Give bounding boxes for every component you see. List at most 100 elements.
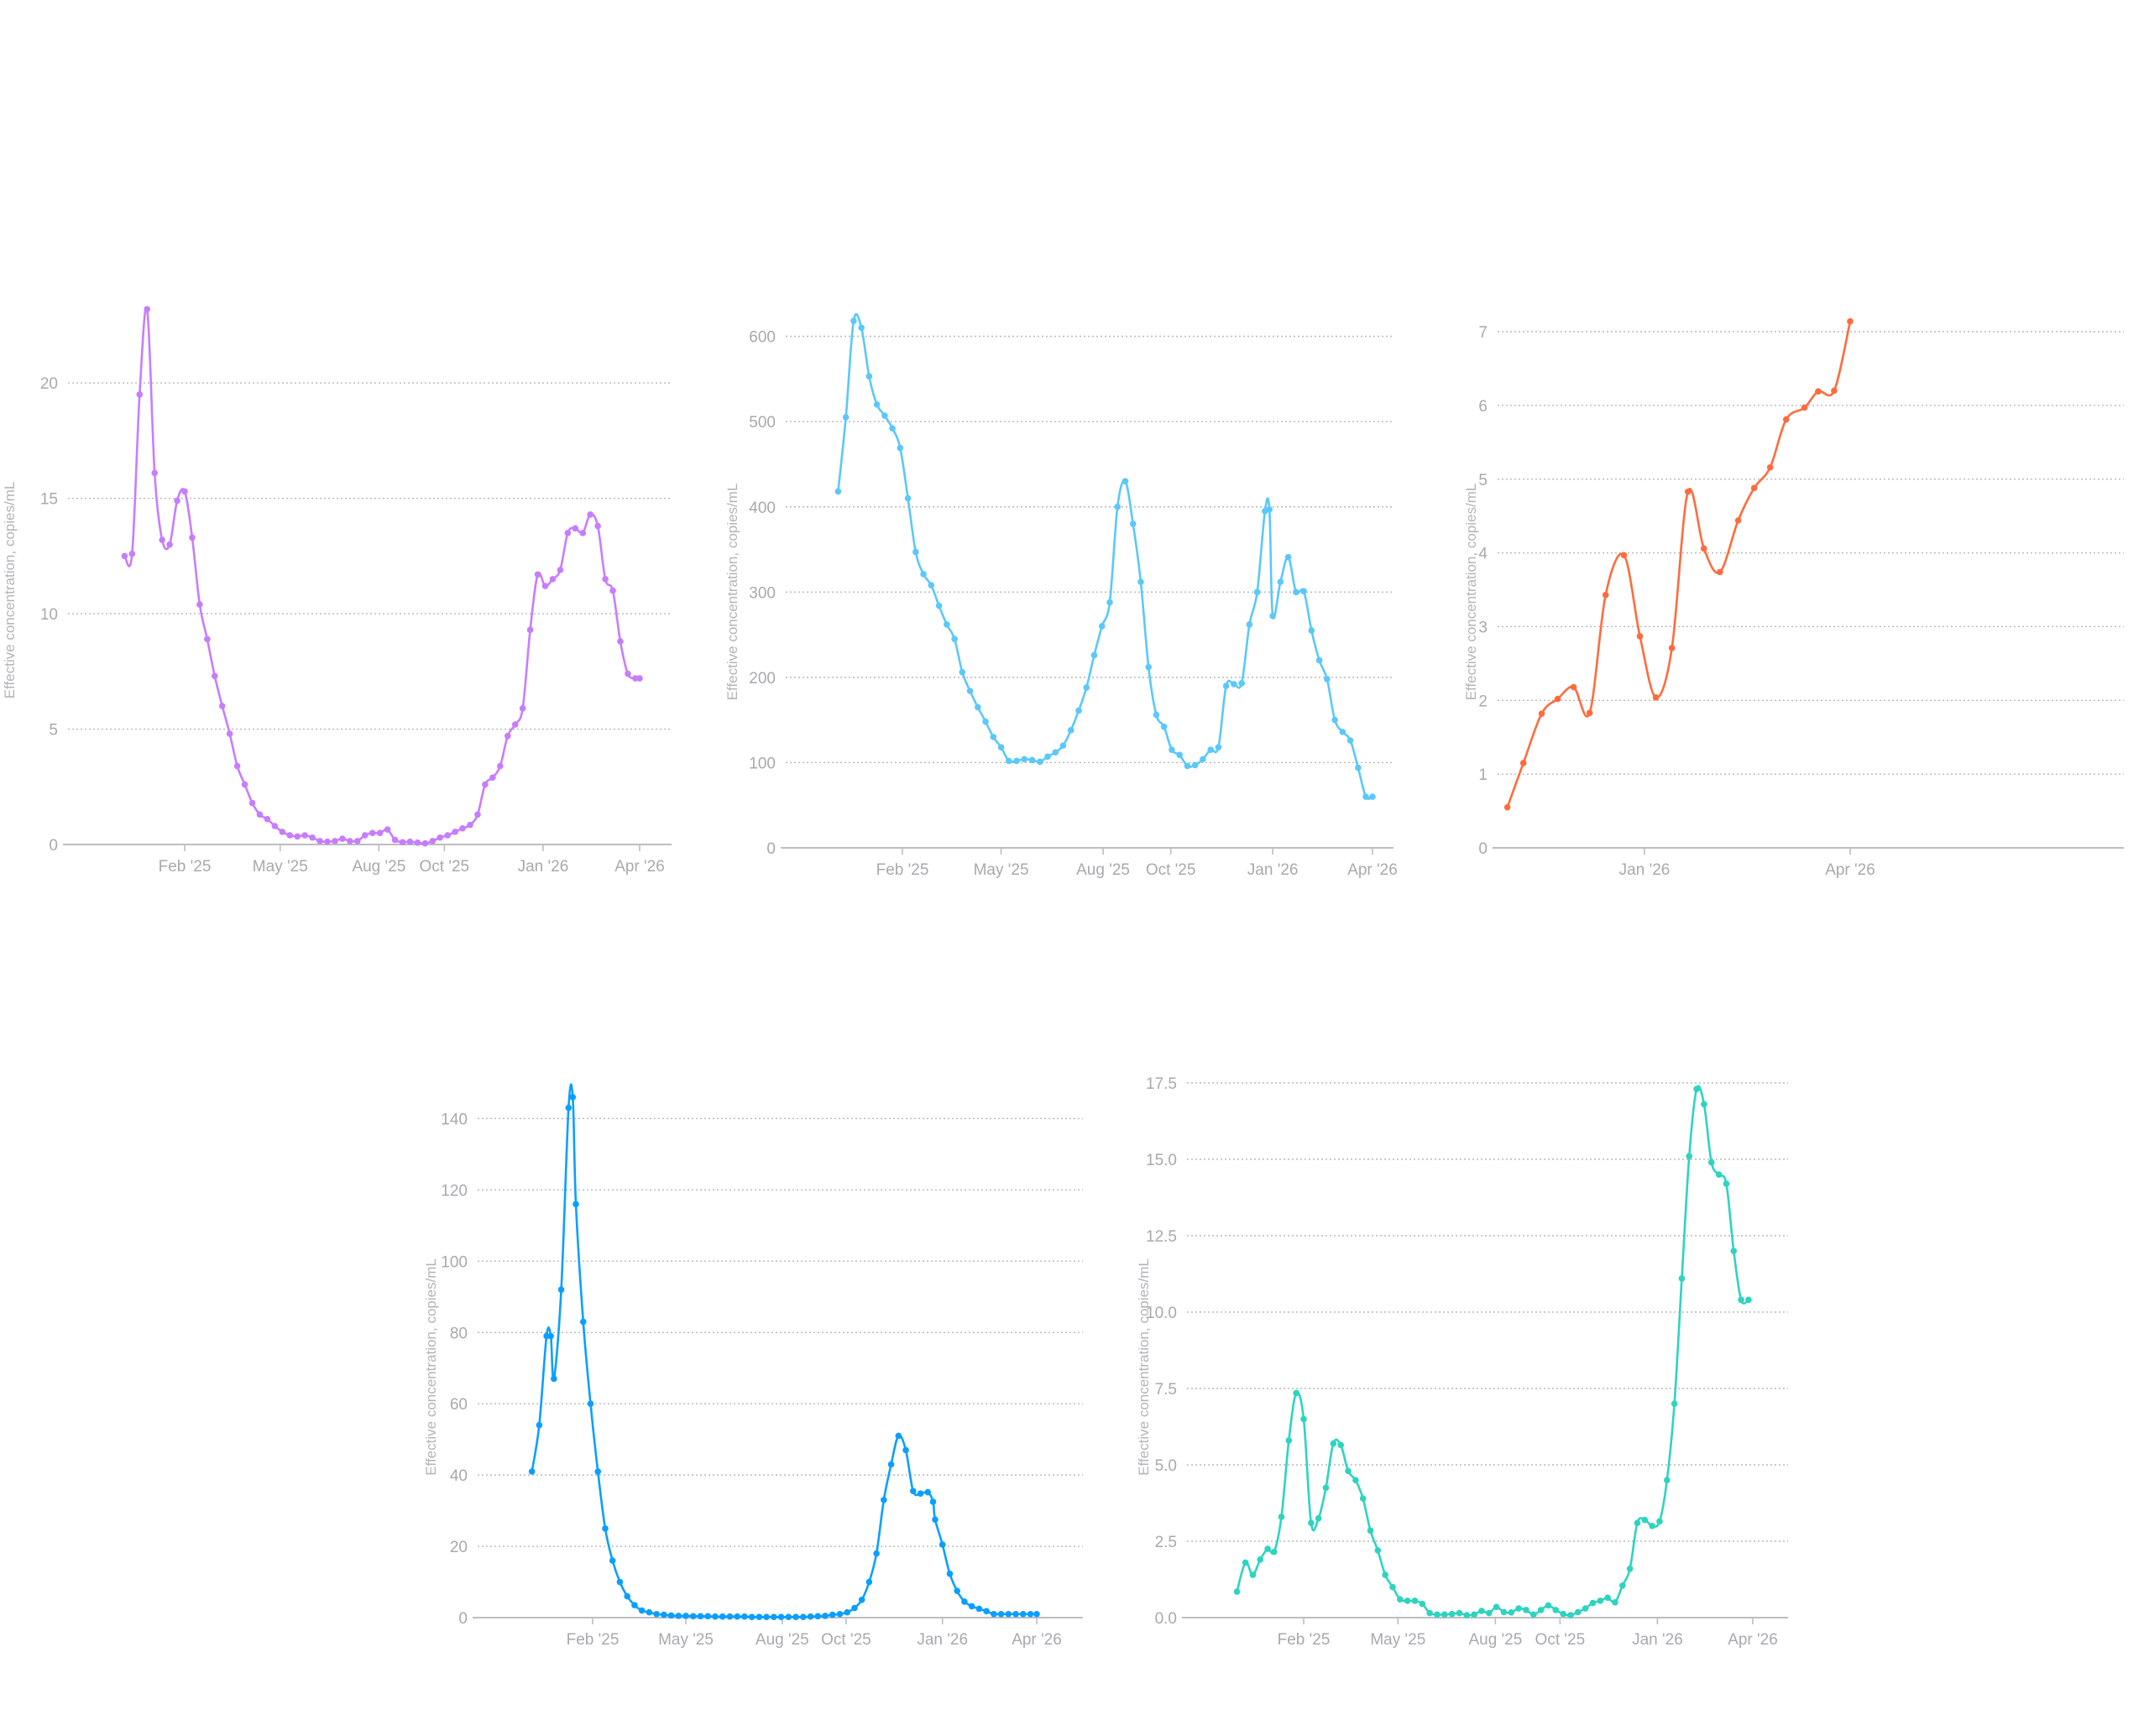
data-point[interactable] [1359,1495,1367,1502]
data-point[interactable] [1266,505,1273,513]
data-point[interactable] [369,829,376,837]
data-point[interactable] [844,1608,850,1616]
data-point[interactable] [1278,1514,1285,1520]
data-point[interactable] [166,541,173,548]
data-point[interactable] [189,534,196,541]
data-point[interactable] [1597,1597,1604,1604]
data-point[interactable] [594,1468,602,1475]
data-point[interactable] [136,391,144,398]
data-point[interactable] [636,675,643,682]
data-point[interactable] [858,324,865,332]
data-point[interactable] [873,401,881,408]
data-point[interactable] [1322,1484,1330,1492]
data-point[interactable] [279,829,286,835]
data-point[interactable] [579,530,587,536]
data-point[interactable] [204,635,211,643]
data-point[interactable] [1028,756,1036,764]
data-point[interactable] [437,834,444,841]
data-point[interactable] [609,1557,616,1564]
data-point[interactable] [541,583,549,589]
data-point[interactable] [128,550,136,557]
data-point[interactable] [1626,1565,1634,1572]
data-point[interactable] [406,838,414,845]
data-point[interactable] [975,703,981,711]
data-point[interactable] [975,1605,983,1613]
data-point[interactable] [1005,1610,1012,1618]
data-point[interactable] [511,721,519,728]
data-point[interactable] [1582,1605,1589,1612]
data-point[interactable] [1176,751,1183,759]
data-point[interactable] [1300,1415,1307,1423]
data-point[interactable] [324,838,331,845]
data-point[interactable] [1207,746,1214,754]
data-point[interactable] [421,839,429,847]
data-point[interactable] [218,703,226,709]
data-point[interactable] [1300,588,1307,595]
data-point[interactable] [1362,793,1369,800]
data-point[interactable] [1389,1583,1396,1591]
data-point[interactable] [734,1613,740,1620]
data-point[interactable] [1678,1275,1686,1282]
data-point[interactable] [1717,568,1723,576]
data-point[interactable] [1027,1610,1034,1618]
data-point[interactable] [1122,478,1129,485]
data-point[interactable] [1515,1605,1522,1612]
data-point[interactable] [935,602,943,609]
data-point[interactable] [271,823,279,829]
data-point[interactable] [785,1613,792,1620]
data-point[interactable] [579,1318,587,1326]
data-point[interactable] [1620,552,1628,559]
data-point[interactable] [961,1598,968,1605]
data-point[interactable] [536,1421,543,1429]
data-point[interactable] [1345,1467,1352,1475]
data-point[interactable] [549,576,557,583]
data-point[interactable] [928,582,935,588]
data-point[interactable] [602,576,609,583]
data-point[interactable] [354,838,361,844]
data-point[interactable] [1604,1594,1611,1602]
data-point[interactable] [1738,1296,1744,1304]
data-point[interactable] [1233,1588,1241,1595]
data-point[interactable] [1114,503,1122,510]
data-point[interactable] [1153,711,1160,719]
data-point[interactable] [616,1578,624,1586]
data-point[interactable] [1441,1611,1448,1618]
data-point[interactable] [1567,1612,1574,1618]
data-point[interactable] [1315,656,1323,664]
data-point[interactable] [881,412,888,419]
data-point[interactable] [1589,1599,1597,1607]
data-point[interactable] [991,1610,997,1618]
data-point[interactable] [829,1611,836,1618]
data-point[interactable] [748,1613,756,1620]
data-point[interactable] [1330,1440,1337,1447]
data-point[interactable] [1269,612,1276,620]
data-point[interactable] [1253,588,1261,596]
data-point[interactable] [1012,1610,1019,1618]
data-point[interactable] [959,668,966,676]
data-point[interactable] [1707,1158,1715,1166]
data-point[interactable] [983,1608,990,1615]
data-point[interactable] [181,488,188,495]
data-point[interactable] [519,705,526,712]
data-point[interactable] [1686,1153,1693,1160]
data-point[interactable] [814,1613,822,1620]
data-point[interactable] [226,730,233,737]
data-point[interactable] [1200,756,1206,763]
data-point[interactable] [792,1613,799,1620]
data-point[interactable] [954,1587,960,1594]
data-point[interactable] [174,497,180,505]
data-point[interactable] [1618,1582,1626,1589]
data-point[interactable] [459,824,466,832]
data-point[interactable] [1649,1523,1655,1529]
data-point[interactable] [489,774,496,782]
data-point[interactable] [1090,651,1098,659]
data-point[interactable] [904,494,912,502]
data-point[interactable] [951,635,958,642]
data-point[interactable] [1586,709,1593,717]
data-point[interactable] [1636,633,1644,640]
data-point[interactable] [858,1596,865,1603]
data-point[interactable] [1331,716,1338,724]
data-point[interactable] [1750,484,1758,492]
data-point[interactable] [565,1104,573,1111]
data-point[interactable] [697,1613,704,1620]
